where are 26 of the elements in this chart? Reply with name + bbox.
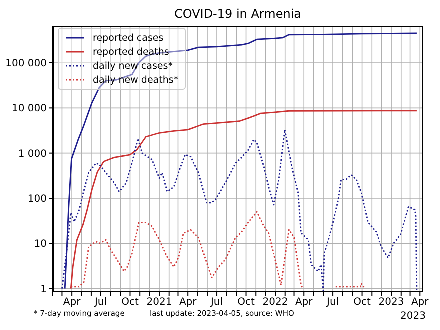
- x-tick-label: Oct: [354, 297, 372, 308]
- x-tick-label: Jul: [210, 297, 224, 308]
- y-tick-label: 100 000: [6, 58, 47, 70]
- x-tick-label: Apr: [411, 297, 430, 308]
- x-tick-label: 2023: [378, 297, 404, 308]
- x-tick-label: 2022: [262, 297, 288, 308]
- y-tick-label: 1 000: [18, 148, 47, 160]
- y-tick-label: 10: [34, 239, 47, 250]
- legend-label: daily new deaths*: [93, 74, 179, 86]
- text: 2023: [400, 311, 426, 322]
- x-tick-label: Oct: [238, 297, 255, 308]
- line-series: [64, 32, 418, 290]
- x-tick-label: Apr: [295, 297, 314, 308]
- y-tick-label: 100: [28, 194, 47, 206]
- x-tick-label: Jul: [326, 297, 340, 308]
- legend-label: reported deaths: [93, 46, 170, 58]
- y-tick-label: 10 000: [12, 104, 47, 115]
- x-tick-label: Apr: [63, 297, 82, 308]
- legend-label: reported cases: [93, 32, 164, 44]
- x-tick-label: Apr: [179, 297, 198, 308]
- legend-label: daily new cases*: [93, 60, 173, 72]
- x-tick-label: 2021: [146, 297, 172, 308]
- x-tick-label: Jul: [94, 297, 108, 308]
- y-tick-label: 1: [40, 284, 47, 296]
- chart-title: COVID-19 in Armenia: [173, 7, 303, 21]
- x-tick-label: Oct: [122, 297, 139, 308]
